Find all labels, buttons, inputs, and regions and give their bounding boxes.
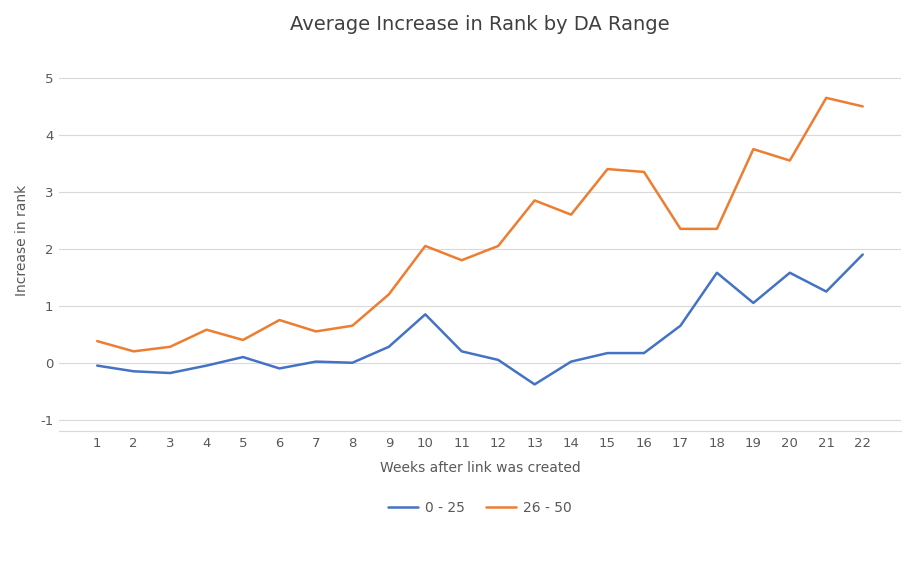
0 - 25	[420, 311, 431, 318]
0 - 25	[784, 269, 795, 276]
0 - 25	[529, 381, 540, 388]
Title: Average Increase in Rank by DA Range: Average Increase in Rank by DA Range	[290, 15, 670, 34]
Line: 26 - 50: 26 - 50	[97, 98, 863, 351]
0 - 25	[237, 354, 248, 360]
26 - 50	[747, 146, 758, 152]
0 - 25	[638, 350, 649, 356]
26 - 50	[420, 242, 431, 249]
0 - 25	[456, 348, 467, 355]
26 - 50	[784, 157, 795, 164]
26 - 50	[493, 242, 504, 249]
0 - 25	[675, 322, 686, 329]
0 - 25	[347, 359, 358, 366]
26 - 50	[638, 168, 649, 175]
X-axis label: Weeks after link was created: Weeks after link was created	[379, 461, 581, 475]
26 - 50	[602, 166, 613, 172]
26 - 50	[456, 257, 467, 264]
26 - 50	[311, 328, 322, 335]
26 - 50	[128, 348, 139, 355]
26 - 50	[565, 211, 576, 218]
26 - 50	[821, 95, 832, 101]
0 - 25	[821, 288, 832, 295]
26 - 50	[712, 225, 723, 232]
26 - 50	[274, 317, 285, 324]
26 - 50	[201, 326, 212, 333]
26 - 50	[529, 197, 540, 204]
0 - 25	[565, 358, 576, 365]
0 - 25	[712, 269, 723, 276]
0 - 25	[165, 370, 176, 376]
0 - 25	[857, 251, 868, 258]
26 - 50	[675, 225, 686, 232]
0 - 25	[274, 365, 285, 372]
26 - 50	[347, 322, 358, 329]
26 - 50	[92, 337, 103, 344]
0 - 25	[311, 358, 322, 365]
0 - 25	[201, 362, 212, 369]
26 - 50	[857, 103, 868, 110]
26 - 50	[383, 291, 394, 298]
26 - 50	[165, 343, 176, 350]
0 - 25	[383, 343, 394, 350]
26 - 50	[237, 336, 248, 343]
0 - 25	[602, 350, 613, 356]
0 - 25	[92, 362, 103, 369]
Legend: 0 - 25, 26 - 50: 0 - 25, 26 - 50	[382, 495, 578, 520]
0 - 25	[493, 356, 504, 363]
Line: 0 - 25: 0 - 25	[97, 254, 863, 384]
0 - 25	[128, 368, 139, 375]
Y-axis label: Increase in rank: Increase in rank	[15, 185, 29, 296]
0 - 25	[747, 300, 758, 307]
